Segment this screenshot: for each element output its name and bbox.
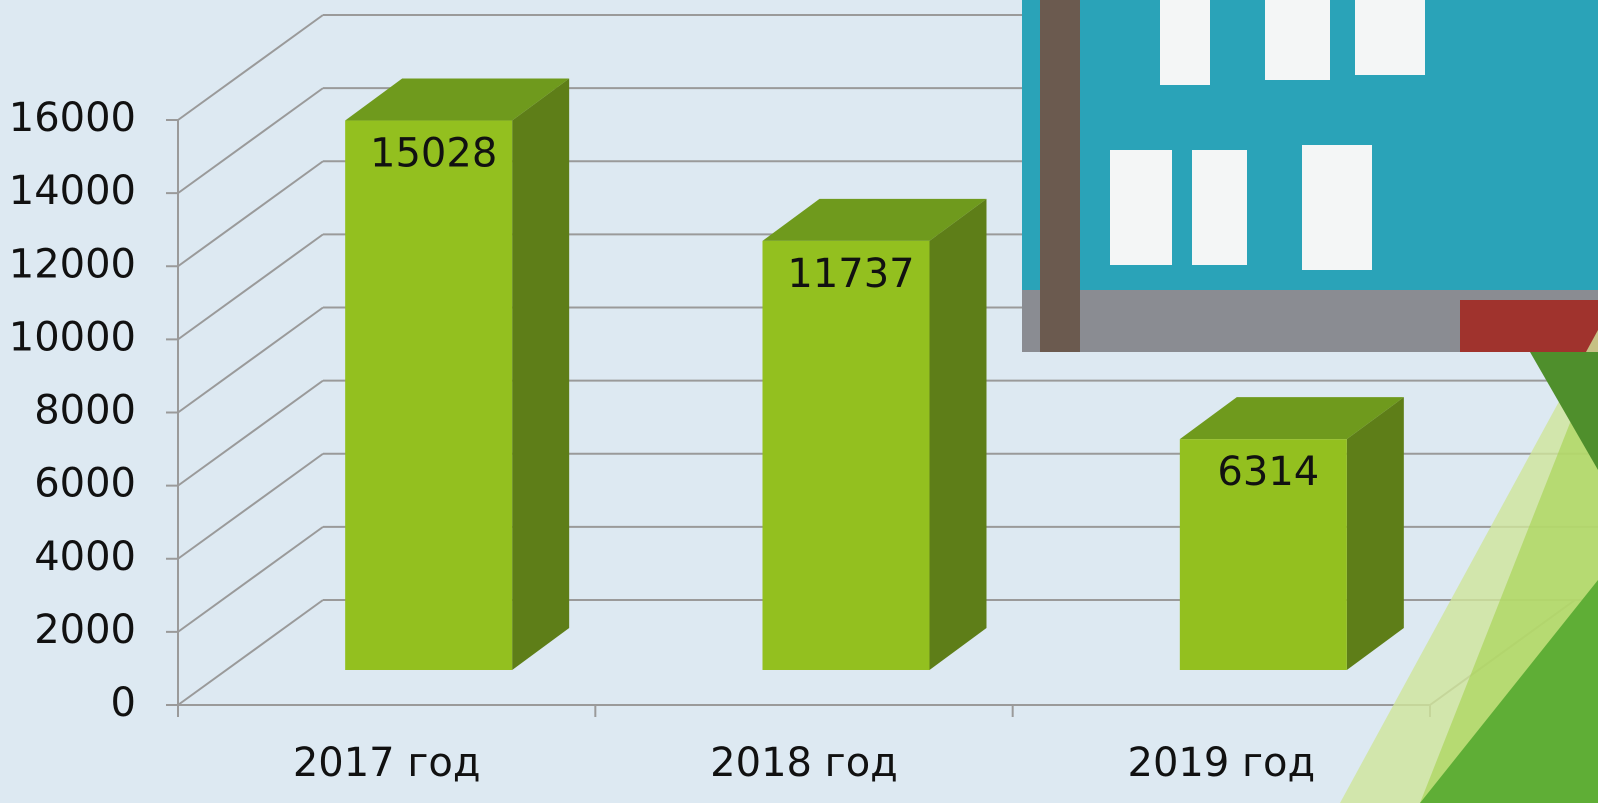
photo-window bbox=[1265, 0, 1330, 80]
x-tick-label: 2019 год bbox=[1128, 740, 1316, 786]
grid-line bbox=[177, 160, 324, 268]
grid-line bbox=[177, 306, 324, 414]
photo-window bbox=[1355, 0, 1425, 75]
y-tick-label: 0 bbox=[111, 680, 136, 726]
value-label: 11737 bbox=[787, 251, 914, 297]
bar-top bbox=[345, 78, 570, 121]
photo-window bbox=[1302, 145, 1372, 270]
grid-line bbox=[177, 379, 324, 487]
deco-triangle bbox=[1420, 580, 1598, 803]
photo-window bbox=[1160, 0, 1210, 85]
value-label: 6314 bbox=[1217, 449, 1319, 495]
x-tick-label: 2017 год bbox=[293, 740, 481, 786]
bar-side bbox=[512, 78, 570, 670]
grid-line bbox=[177, 452, 324, 560]
bar-side bbox=[1346, 397, 1404, 670]
y-tick-label: 10000 bbox=[9, 314, 136, 360]
x-tick-label: 2018 год bbox=[710, 740, 898, 786]
photo-window bbox=[1192, 150, 1247, 265]
photo-tree bbox=[1040, 0, 1080, 352]
deco-triangle bbox=[1530, 352, 1598, 470]
value-label: 15028 bbox=[370, 131, 497, 177]
bar bbox=[762, 240, 930, 670]
grid-line bbox=[177, 526, 324, 633]
y-tick-label: 2000 bbox=[34, 607, 136, 653]
y-tick-label: 8000 bbox=[34, 388, 136, 434]
grid-line bbox=[177, 14, 324, 121]
decoration bbox=[1340, 330, 1598, 803]
bar bbox=[345, 120, 513, 670]
bar bbox=[1179, 439, 1347, 670]
y-tick-label: 16000 bbox=[9, 95, 136, 141]
photo bbox=[1022, 0, 1598, 352]
y-tick-label: 14000 bbox=[9, 168, 136, 214]
grid-line bbox=[177, 87, 324, 194]
y-tick-label: 12000 bbox=[9, 241, 136, 287]
bar-top bbox=[762, 198, 987, 241]
grid-line bbox=[177, 599, 324, 706]
grid-line bbox=[177, 233, 324, 341]
bar-side bbox=[929, 198, 987, 670]
bar-top bbox=[1179, 397, 1404, 440]
photo-window bbox=[1110, 150, 1172, 265]
y-tick-label: 6000 bbox=[34, 461, 136, 507]
photo-porch bbox=[1460, 300, 1598, 352]
y-tick-label: 4000 bbox=[34, 534, 136, 580]
